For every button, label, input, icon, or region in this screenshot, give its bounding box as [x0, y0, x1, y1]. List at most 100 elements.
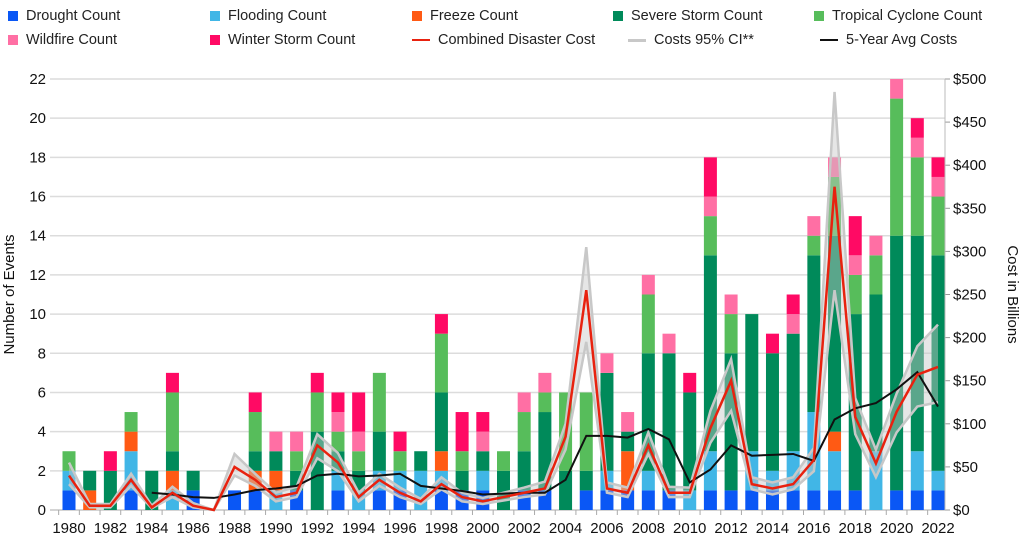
bar-severe-storm-count2004 — [559, 470, 573, 510]
bar-winter-storm-count1989 — [248, 392, 262, 413]
legend-item: Wildfire Count — [8, 32, 117, 48]
legend-swatch — [613, 11, 623, 21]
y-tick-label: 18 — [29, 149, 46, 166]
y-tick-label: 14 — [29, 228, 46, 245]
bar-winter-storm-count2011 — [703, 157, 717, 197]
legend-item: Costs 95% CI** — [628, 32, 754, 48]
bar-tropical-cyclone-count2019 — [869, 255, 883, 295]
bar-tropical-cyclone-count2021 — [910, 157, 924, 236]
bar-flooding-count1980 — [62, 470, 76, 491]
y2-tick-label: $500 — [953, 71, 986, 88]
bar-severe-storm-count1995 — [372, 431, 386, 471]
y2-tick-label: $150 — [953, 373, 986, 390]
bar-flooding-count2000 — [476, 470, 490, 491]
legend-label: Tropical Cyclone Count — [832, 8, 983, 24]
bar-tropical-cyclone-count2016 — [807, 235, 821, 256]
bar-severe-storm-count2007 — [621, 431, 635, 452]
legend-label: Flooding Count — [228, 8, 327, 24]
bar-tropical-cyclone-count1995 — [372, 372, 386, 432]
bar-wildfire-count2018 — [848, 255, 862, 275]
bar-tropical-cyclone-count1998 — [434, 333, 448, 393]
y-axis-title: Number of Events — [1, 234, 18, 354]
bar-wildfire-count2002 — [517, 392, 531, 413]
legend-item: Tropical Cyclone Count — [814, 8, 982, 24]
x-tick-label: 2016 — [797, 520, 830, 537]
legend-label: 5-Year Avg Costs — [846, 32, 958, 48]
bar-severe-storm-count2021 — [910, 235, 924, 452]
bar-winter-storm-count2022 — [931, 157, 945, 177]
bar-tropical-cyclone-count2022 — [931, 196, 945, 256]
bar-tropical-cyclone-count1983 — [124, 412, 138, 432]
legend-swatch — [8, 35, 18, 45]
legend-swatch — [412, 39, 430, 41]
legend-swatch — [628, 38, 646, 42]
legend-item: Flooding Count — [210, 8, 326, 24]
bar-freeze-count1985 — [165, 470, 179, 491]
bar-flooding-count2008 — [641, 470, 655, 491]
bar-winter-storm-count2010 — [683, 372, 697, 393]
bar-severe-storm-count2017 — [828, 235, 842, 432]
x-tick-label: 1992 — [301, 520, 334, 537]
x-tick-label: 1984 — [135, 520, 168, 537]
y2-tick-label: $100 — [953, 416, 986, 433]
x-tick-label: 1990 — [259, 520, 292, 537]
bar-drought-count1989 — [248, 490, 262, 510]
x-tick-label: 1994 — [342, 520, 375, 537]
bar-wildfire-count1993 — [331, 412, 345, 432]
bar-wildfire-count2012 — [724, 294, 738, 315]
bar-tropical-cyclone-count2011 — [703, 216, 717, 256]
bar-winter-storm-count1985 — [165, 372, 179, 393]
bar-wildfire-count1990 — [269, 431, 283, 452]
bar-wildfire-count2006 — [600, 353, 614, 373]
bar-severe-storm-count1999 — [455, 470, 469, 491]
legend-item: Winter Storm Count — [210, 32, 355, 48]
legend-label: Drought Count — [26, 8, 121, 24]
bar-drought-count2017 — [828, 490, 842, 510]
bar-tropical-cyclone-count2008 — [641, 294, 655, 354]
legend-label: Costs 95% CI** — [654, 32, 754, 48]
bar-drought-count2021 — [910, 490, 924, 510]
bar-drought-count1998 — [434, 490, 448, 510]
y2-tick-label: $50 — [953, 459, 978, 476]
x-tick-label: 1980 — [52, 520, 85, 537]
bar-drought-count1983 — [124, 490, 138, 510]
bar-drought-count2020 — [890, 490, 904, 510]
x-tick-label: 2020 — [880, 520, 913, 537]
bar-tropical-cyclone-count1993 — [331, 431, 345, 452]
bar-winter-storm-count2021 — [910, 118, 924, 138]
bar-drought-count2018 — [848, 490, 862, 510]
bar-drought-count2011 — [703, 490, 717, 510]
bar-wildfire-count1991 — [290, 431, 304, 452]
bar-wildfire-count2021 — [910, 137, 924, 158]
bar-severe-storm-count2013 — [745, 314, 759, 452]
x-tick-label: 2010 — [673, 520, 706, 537]
x-tick-label: 2018 — [839, 520, 872, 537]
bar-severe-storm-count1990 — [269, 451, 283, 471]
bar-freeze-count2017 — [828, 431, 842, 452]
bar-winter-storm-count2000 — [476, 412, 490, 432]
x-tick-label: 2006 — [590, 520, 623, 537]
bar-freeze-count1983 — [124, 431, 138, 452]
x-tick-label: 1982 — [94, 520, 127, 537]
legend-swatch — [210, 35, 220, 45]
bar-tropical-cyclone-count1996 — [393, 451, 407, 471]
bar-tropical-cyclone-count1992 — [310, 392, 324, 432]
bar-drought-count2008 — [641, 490, 655, 510]
bar-severe-storm-count2002 — [517, 451, 531, 491]
bar-flooding-count2017 — [828, 451, 842, 491]
bar-winter-storm-count1992 — [310, 372, 324, 393]
bar-winter-storm-count2015 — [786, 294, 800, 315]
x-tick-label: 2008 — [632, 520, 665, 537]
bar-tropical-cyclone-count2005 — [579, 392, 593, 471]
y-tick-label: 4 — [38, 424, 46, 441]
y2-tick-label: $250 — [953, 287, 986, 304]
x-tick-label: 1998 — [425, 520, 458, 537]
y-tick-label: 0 — [38, 502, 46, 519]
bar-drought-count1995 — [372, 490, 386, 510]
bar-flooding-count2019 — [869, 451, 883, 510]
legend-item: Severe Storm Count — [613, 8, 762, 24]
x-tick-label: 1988 — [218, 520, 251, 537]
bar-drought-count1993 — [331, 490, 345, 510]
bar-tropical-cyclone-count2002 — [517, 412, 531, 452]
